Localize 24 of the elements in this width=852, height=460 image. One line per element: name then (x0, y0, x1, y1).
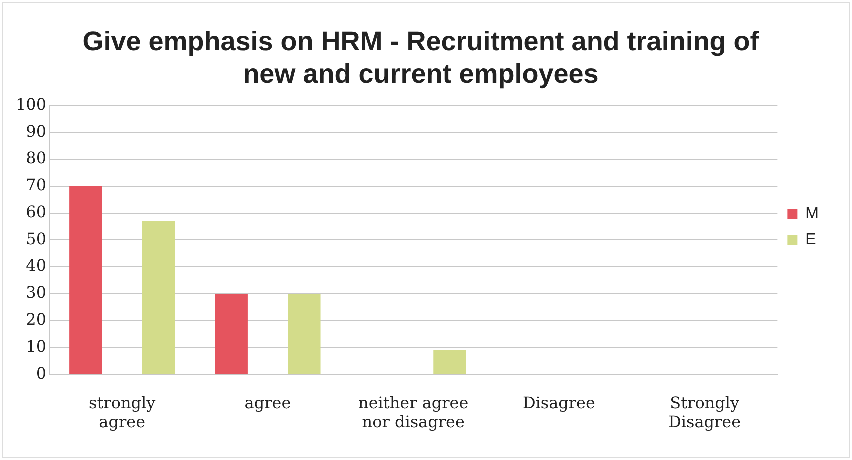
y-tick-label: 60 (26, 202, 47, 222)
x-tick-label: Strongly Disagree (668, 393, 742, 432)
bar (288, 294, 321, 374)
legend-label: M (806, 205, 819, 222)
y-tick-label: 10 (26, 336, 47, 356)
y-tick-label: 70 (26, 176, 47, 195)
bar (142, 221, 176, 374)
x-tick-label: strongly agree (89, 393, 156, 432)
y-tick-label: 0 (36, 364, 47, 383)
bar (215, 294, 248, 374)
x-tick-label: agree (244, 393, 292, 412)
chart-title: Give emphasis on HRM - Recruitment and training of new and current employees (82, 26, 760, 90)
y-tick-label: 50 (26, 229, 47, 248)
bar (70, 186, 102, 374)
y-tick-label: 40 (26, 256, 47, 276)
bar (434, 350, 466, 374)
y-tick-label: 20 (26, 310, 47, 329)
y-tick-label: 30 (26, 283, 47, 302)
y-tick-label: 80 (26, 148, 47, 168)
legend-label: E (806, 231, 816, 248)
y-tick-label: 90 (26, 122, 47, 141)
x-tick-label: neither agree nor disagree (358, 393, 469, 432)
x-tick-label: Disagree (522, 393, 596, 412)
y-tick-label: 100 (16, 94, 47, 114)
